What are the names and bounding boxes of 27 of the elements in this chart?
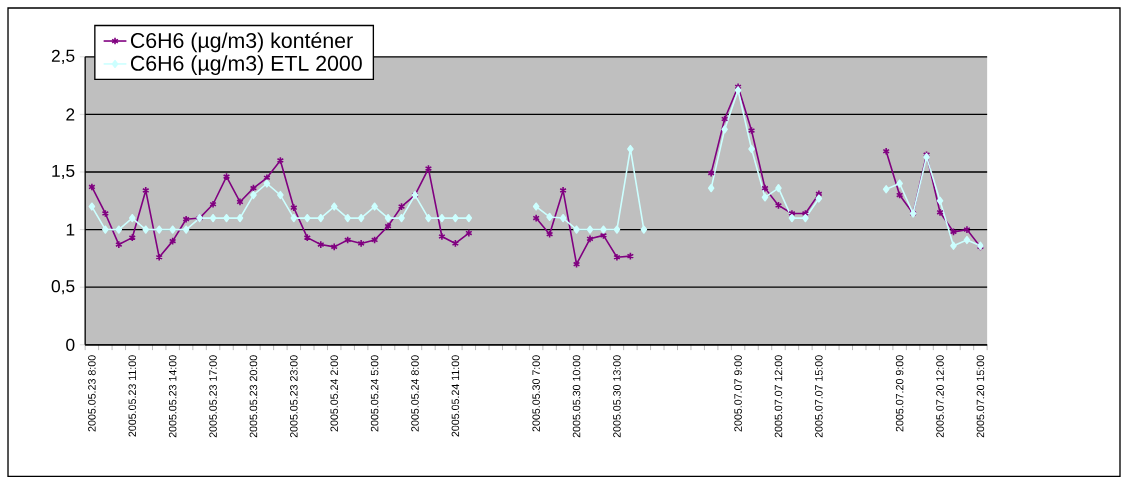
x-tick-label: 2005.05.24 11:00 — [451, 355, 460, 437]
x-tick-label: 2005.05.24 2:00 — [330, 355, 338, 432]
x-tick-label: 2005.07.20 9:00 — [895, 355, 904, 432]
x-tick-label: 2005.07.20 12:00 — [936, 355, 944, 438]
x-tick-label: 2005.05.23 8:00 — [88, 355, 96, 432]
x-tick-label: 2005.05.24 8:00 — [411, 355, 419, 432]
y-tick-label: 0,5 — [51, 280, 75, 295]
y-tick-label: 2,5 — [51, 49, 75, 64]
x-tick-label: 2005.05.30 13:00 — [613, 355, 621, 438]
y-tick-label: 2 — [66, 108, 75, 121]
x-tick-label: 2005.05.24 5:00 — [370, 355, 379, 432]
y-tick-label: 1,5 — [52, 164, 75, 180]
x-tick-label: 2005.07.20 15:00 — [976, 355, 985, 438]
x-tick-label: 2005.05.30 10:00 — [572, 355, 581, 438]
legend-label: C6H6 (µg/m3) ETL 2000 — [130, 55, 362, 76]
x-tick-label: 2005.05.23 20:00 — [249, 355, 258, 438]
legend-label: C6H6 (µg/m3) konténer — [130, 32, 353, 53]
x-tick-label: 2005.05.30 7:00 — [532, 355, 540, 432]
x-tick-label: 2005.07.07 12:00 — [774, 355, 783, 438]
x-tick-label: 2005.07.07 15:00 — [815, 355, 823, 438]
x-tick-label: 2005.05.23 17:00 — [209, 355, 217, 438]
y-tick-label: 0 — [66, 338, 75, 351]
x-tick-label: 2005.07.07 9:00 — [734, 355, 742, 432]
x-tick-label: 2005.05.23 11:00 — [128, 355, 137, 437]
y-tick-label: 1 — [66, 223, 75, 236]
x-tick-label: 2005.05.23 14:00 — [168, 355, 177, 438]
x-tick-label: 2005.05.23 23:00 — [290, 355, 298, 438]
